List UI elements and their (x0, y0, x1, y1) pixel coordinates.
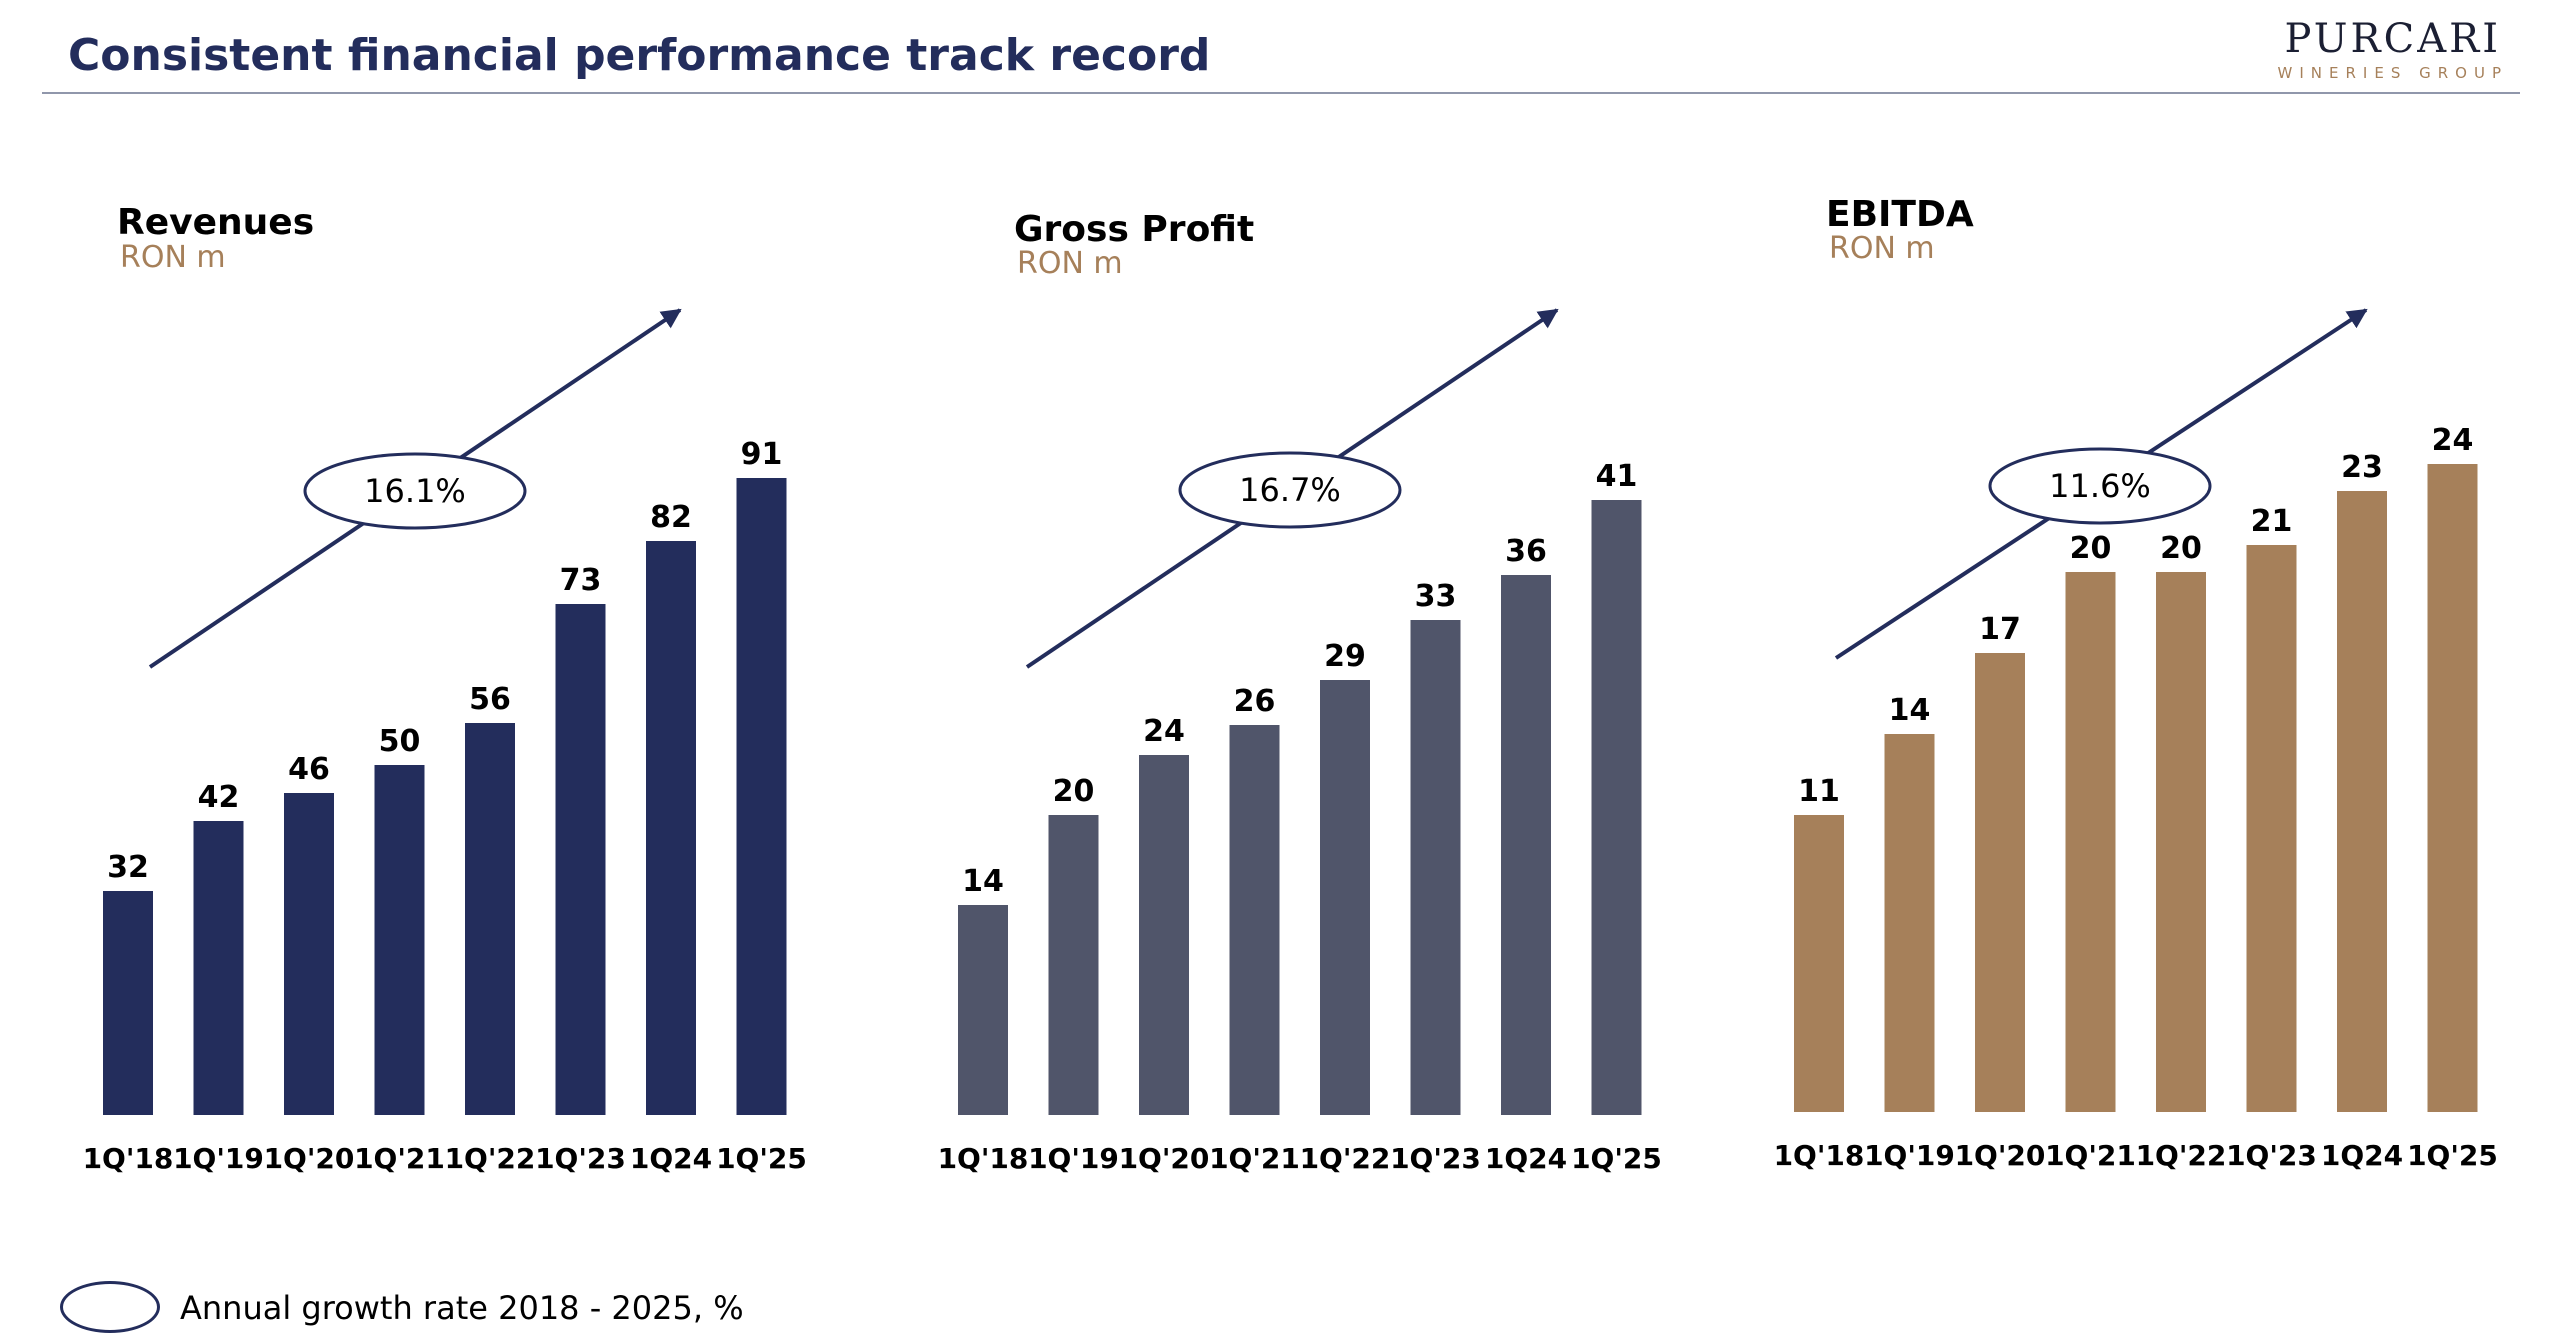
revenues-value-label: 32 (107, 850, 149, 885)
ebitda-chart-unit: RON m (1829, 231, 1935, 266)
revenues-bar (284, 793, 334, 1115)
logo-sub-text: WINERIES GROUP (2277, 64, 2508, 82)
gross-profit-tick-label: 1Q'23 (1390, 1142, 1481, 1175)
legend-label: Annual growth rate 2018 - 2025, % (180, 1289, 744, 1327)
gross-profit-bar (1591, 500, 1642, 1115)
revenues-value-label: 56 (469, 682, 511, 717)
gross-profit-tick-label: 1Q'18 (938, 1142, 1029, 1175)
ebitda-tick-label: 1Q24 (2321, 1139, 2403, 1172)
gross-profit-tick-label: 1Q'21 (1209, 1142, 1300, 1175)
ebitda-bar (2246, 545, 2297, 1112)
revenues-bar (374, 765, 425, 1115)
ebitda-tick-label: 1Q'22 (2136, 1139, 2227, 1172)
gross-profit-tick-label: 1Q'22 (1300, 1142, 1391, 1175)
ebitda-bar (2065, 572, 2116, 1112)
gross-profit-tick-label: 1Q24 (1485, 1142, 1567, 1175)
revenues-tick-label: 1Q'19 (173, 1142, 264, 1175)
gross-profit-bar (958, 905, 1008, 1115)
ebitda-tick-label: 1Q'21 (2045, 1139, 2136, 1172)
gross-profit-value-label: 24 (1143, 714, 1185, 749)
ebitda-value-label: 20 (2070, 531, 2112, 566)
revenues-tick-label: 1Q'18 (83, 1142, 174, 1175)
legend-ellipse-icon (60, 1281, 160, 1333)
gross-profit-value-label: 41 (1596, 459, 1638, 494)
revenues-tick-label: 1Q'20 (264, 1142, 355, 1175)
ebitda-tick-label: 1Q'25 (2407, 1139, 2498, 1172)
gross-profit-growth-rate-label: 16.7% (1239, 471, 1341, 509)
gross-profit-chart-title: Gross Profit (1014, 209, 1255, 250)
revenues-bar (646, 541, 696, 1115)
revenues-tick-label: 1Q'21 (354, 1142, 445, 1175)
ebitda-tick-label: 1Q'20 (1955, 1139, 2046, 1172)
ebitda-bar (2337, 491, 2387, 1112)
ebitda-growth-ellipse (1988, 447, 2212, 525)
revenues-tick-label: 1Q24 (630, 1142, 712, 1175)
gross-profit-value-label: 36 (1505, 534, 1547, 569)
revenues-chart-unit: RON m (120, 240, 226, 275)
gross-profit-value-label: 26 (1234, 684, 1276, 719)
revenues-value-label: 73 (560, 563, 602, 598)
revenues-growth-rate-label: 16.1% (364, 472, 466, 510)
revenues-value-label: 82 (650, 500, 692, 535)
revenues-bar (103, 891, 153, 1115)
revenues-tick-label: 1Q'23 (535, 1142, 626, 1175)
gross-profit-bar (1229, 725, 1280, 1115)
ebitda-value-label: 14 (1889, 693, 1931, 728)
gross-profit-tick-label: 1Q'19 (1028, 1142, 1119, 1175)
ebitda-bar (1975, 653, 2025, 1112)
ebitda-bar (2156, 572, 2206, 1112)
gross-profit-tick-label: 1Q'20 (1119, 1142, 1210, 1175)
gross-profit-value-label: 14 (962, 864, 1004, 899)
revenues-tick-label: 1Q'22 (445, 1142, 536, 1175)
revenues-bar (465, 723, 515, 1115)
gross-profit-value-label: 20 (1053, 774, 1095, 809)
revenues-tick-label: 1Q'25 (716, 1142, 807, 1175)
gross-profit-chart-unit: RON m (1017, 246, 1123, 281)
revenues-chart: 32 1Q'18 42 1Q'19 46 1Q'20 50 1Q'21 56 1Q'22 73 1Q'… (83, 308, 807, 1175)
ebitda-chart: 11 1Q'18 14 1Q'19 17 1Q'20 20 1Q'21 20 1Q'22 21 1Q'… (1774, 308, 2498, 1172)
ebitda-value-label: 11 (1798, 774, 1840, 809)
gross-profit-bar (1501, 575, 1551, 1115)
revenues-value-label: 46 (288, 752, 330, 787)
ebitda-value-label: 20 (2160, 531, 2202, 566)
revenues-bar (555, 604, 606, 1115)
ebitda-tick-label: 1Q'18 (1774, 1139, 1865, 1172)
header-divider (42, 92, 2520, 94)
ebitda-growth-rate-label: 11.6% (2049, 467, 2151, 505)
gross-profit-growth-ellipse (1178, 451, 1402, 529)
ebitda-value-label: 17 (1979, 612, 2021, 647)
gross-profit-bar (1320, 680, 1370, 1115)
purcari-logo: PURCARI WINERIES GROUP (2278, 16, 2508, 82)
revenues-bar (193, 821, 244, 1115)
gross-profit-chart: 14 1Q'18 20 1Q'19 24 1Q'20 26 1Q'21 29 1Q'22 33 1Q'… (938, 308, 1662, 1175)
gross-profit-value-label: 33 (1415, 579, 1457, 614)
ebitda-chart-title: EBITDA (1826, 194, 1974, 235)
gross-profit-bar (1410, 620, 1461, 1115)
logo-main-text: PURCARI (2284, 16, 2501, 62)
revenues-value-label: 42 (198, 780, 240, 815)
gross-profit-tick-label: 1Q'25 (1571, 1142, 1662, 1175)
revenues-value-label: 50 (379, 724, 421, 759)
ebitda-tick-label: 1Q'19 (1864, 1139, 1955, 1172)
gross-profit-value-label: 29 (1324, 639, 1366, 674)
ebitda-value-label: 23 (2341, 450, 2383, 485)
ebitda-bar (1794, 815, 1844, 1112)
gross-profit-bar (1139, 755, 1189, 1115)
revenues-bar (736, 478, 787, 1115)
ebitda-tick-label: 1Q'23 (2226, 1139, 2317, 1172)
gross-profit-bar (1048, 815, 1099, 1115)
revenues-value-label: 91 (741, 437, 783, 472)
ebitda-bar (2427, 464, 2478, 1112)
ebitda-value-label: 21 (2251, 504, 2293, 539)
revenues-chart-title: Revenues (117, 202, 315, 243)
revenues-growth-ellipse (303, 452, 527, 530)
page-title: Consistent financial performance track r… (68, 30, 1211, 81)
ebitda-value-label: 24 (2432, 423, 2474, 458)
ebitda-bar (1884, 734, 1935, 1112)
